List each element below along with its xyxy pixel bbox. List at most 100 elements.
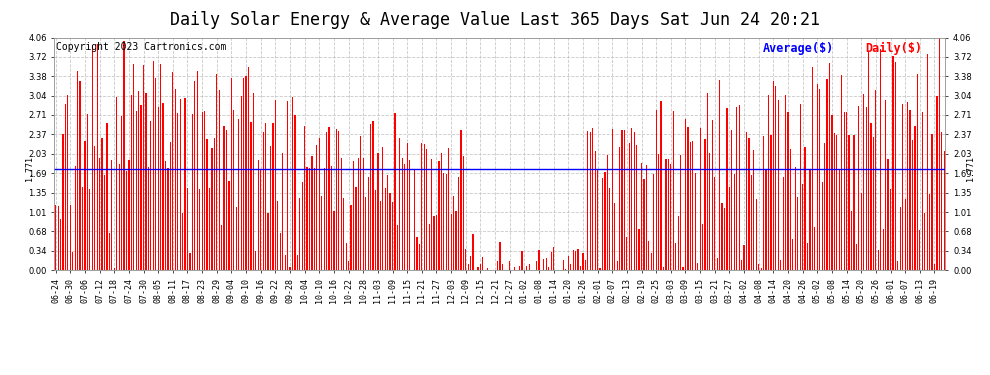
Bar [150,121,151,270]
Bar [765,170,766,270]
Bar [275,100,276,270]
Bar [777,100,779,270]
Bar [636,146,638,270]
Bar [219,90,220,270]
Bar [729,186,730,270]
Bar [648,242,649,270]
Bar [775,86,776,270]
Bar [499,242,501,270]
Bar [663,267,664,270]
Bar [439,161,440,270]
Bar [592,128,593,270]
Bar [550,252,551,270]
Bar [89,189,90,270]
Bar [800,104,801,270]
Bar [431,159,433,270]
Bar [743,245,744,270]
Bar [812,67,813,270]
Bar [724,208,725,270]
Bar [527,266,528,270]
Bar [114,268,115,270]
Bar [367,177,368,270]
Bar [497,261,498,270]
Bar [209,188,210,270]
Bar [622,130,623,270]
Bar [174,89,176,270]
Bar [850,211,852,270]
Bar [609,188,611,270]
Bar [712,120,713,270]
Bar [855,244,857,270]
Bar [106,123,108,270]
Bar [299,198,300,270]
Bar [905,199,906,270]
Bar [397,225,398,270]
Bar [157,108,158,270]
Bar [360,136,361,270]
Bar [553,248,554,270]
Bar [172,72,173,270]
Bar [146,93,147,270]
Bar [384,188,386,270]
Bar [250,123,251,270]
Bar [241,96,242,270]
Bar [304,126,305,270]
Bar [570,264,571,270]
Bar [260,169,261,270]
Bar [939,38,940,270]
Bar [870,123,871,270]
Text: Daily($): Daily($) [865,42,923,55]
Bar [119,164,120,270]
Bar [883,229,884,270]
Bar [92,45,93,270]
Bar [509,261,510,270]
Bar [853,135,854,270]
Bar [121,116,122,270]
Bar [134,64,135,270]
Bar [865,107,866,270]
Bar [350,205,351,270]
Bar [457,177,459,270]
Bar [614,203,616,270]
Bar [739,105,740,270]
Bar [575,251,576,270]
Bar [287,101,288,270]
Bar [839,168,840,270]
Bar [819,89,821,270]
Bar [607,155,608,270]
Bar [257,160,259,270]
Bar [932,134,933,270]
Bar [138,92,140,270]
Bar [339,131,340,270]
Text: Daily Solar Energy & Average Value Last 365 Days Sat Jun 24 20:21: Daily Solar Energy & Average Value Last … [170,11,820,29]
Bar [763,136,764,270]
Bar [822,182,823,270]
Bar [470,256,471,270]
Bar [155,78,156,270]
Bar [357,158,359,270]
Bar [236,207,237,270]
Bar [692,141,693,270]
Bar [255,251,256,270]
Bar [645,165,647,270]
Bar [748,138,749,270]
Bar [590,132,591,270]
Bar [487,268,488,270]
Bar [837,135,838,270]
Bar [197,70,198,270]
Bar [97,44,98,270]
Bar [206,139,208,270]
Bar [814,227,816,270]
Bar [758,264,759,270]
Bar [143,65,145,270]
Bar [599,268,601,270]
Bar [101,138,103,270]
Bar [539,249,540,270]
Bar [848,135,849,270]
Bar [355,187,356,270]
Bar [60,219,61,270]
Bar [309,168,310,270]
Bar [392,202,393,270]
Bar [116,97,117,270]
Bar [329,127,330,270]
